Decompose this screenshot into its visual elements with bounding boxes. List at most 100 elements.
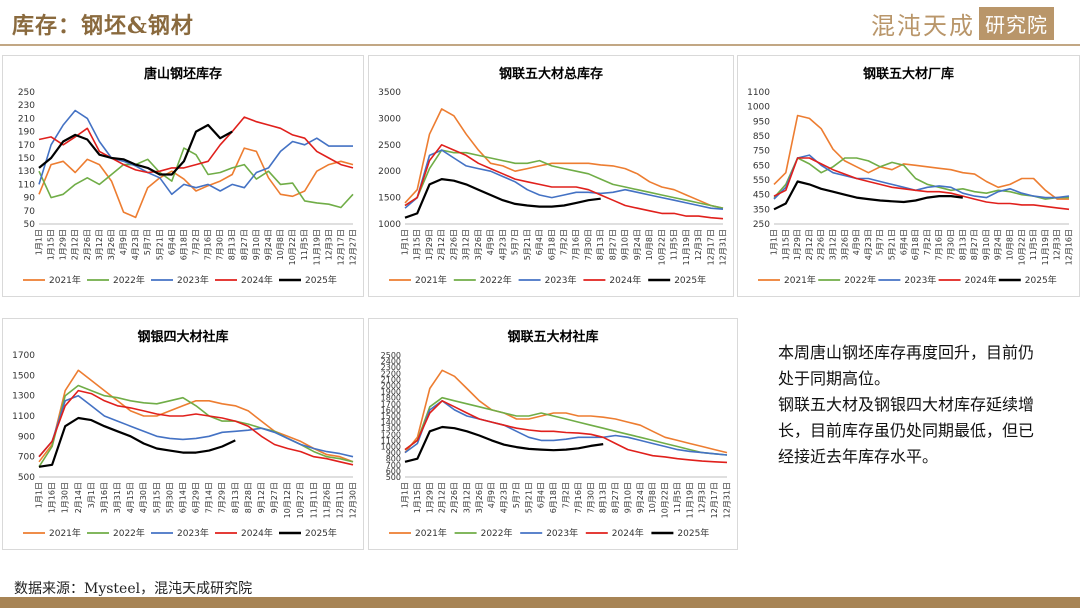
series-line bbox=[38, 123, 233, 176]
y-tick-label: 1700 bbox=[381, 400, 401, 409]
x-tick-label: 6月18日 bbox=[179, 229, 188, 260]
y-tick-label: 750 bbox=[753, 147, 770, 157]
x-tick-label: 7月30日 bbox=[947, 229, 956, 260]
y-tick-label: 1600 bbox=[381, 406, 401, 415]
x-tick-label: 7月2日 bbox=[923, 229, 932, 255]
x-tick-label: 1月1日 bbox=[401, 482, 410, 508]
x-tick-label: 7月2日 bbox=[560, 229, 569, 255]
x-tick-label: 1月1日 bbox=[35, 229, 44, 255]
x-tick-label: 4月23日 bbox=[131, 229, 140, 260]
x-tick-label: 4月23日 bbox=[864, 229, 873, 260]
x-tick-label: 10月8日 bbox=[648, 482, 657, 513]
y-tick-label: 1000 bbox=[747, 103, 770, 113]
x-tick-label: 10月12日 bbox=[283, 482, 292, 518]
x-tick-label: 4月23日 bbox=[500, 482, 509, 513]
legend-label: 2025年 bbox=[305, 274, 337, 286]
x-tick-label: 7月16日 bbox=[574, 482, 583, 513]
x-tick-label: 9月24日 bbox=[994, 229, 1003, 260]
y-tick-label: 1000 bbox=[378, 220, 401, 230]
chart-svg: 钢联五大材厂库 250 350 450 550 650 750 850 950 1000 1100 1… bbox=[747, 66, 1073, 286]
y-tick-label: 850 bbox=[753, 132, 770, 142]
x-tick-label: 2月12日 bbox=[437, 229, 446, 260]
header-divider bbox=[0, 44, 1080, 46]
legend-label: 2022年 bbox=[480, 274, 512, 286]
x-tick-label: 11月19日 bbox=[312, 229, 321, 265]
y-tick-label: 1100 bbox=[747, 88, 770, 98]
x-tick-label: 7月16日 bbox=[572, 229, 581, 260]
series-line bbox=[404, 396, 728, 456]
x-tick-label: 1月15日 bbox=[413, 229, 422, 260]
x-tick-label: 12月17日 bbox=[336, 229, 345, 265]
x-tick-label: 1月1日 bbox=[401, 229, 410, 255]
x-tick-label: 7月16日 bbox=[935, 229, 944, 260]
x-tick-label: 3月31日 bbox=[113, 482, 122, 513]
footer-bar bbox=[0, 597, 1080, 608]
legend-label: 2024年 bbox=[609, 274, 641, 286]
brand-logo: 混沌天成 研究院 bbox=[871, 6, 1054, 40]
legend-label: 2021年 bbox=[784, 274, 816, 286]
legend-label: 2023年 bbox=[177, 527, 209, 539]
x-tick-label: 2月26日 bbox=[450, 482, 459, 513]
series-line bbox=[404, 178, 601, 219]
y-tick-label: 3000 bbox=[378, 114, 401, 124]
x-tick-label: 5月7日 bbox=[876, 229, 885, 255]
x-tick-label: 5月15日 bbox=[152, 482, 161, 513]
x-tick-label: 7月29日 bbox=[218, 482, 227, 513]
series-line bbox=[404, 108, 724, 209]
legend-label: 2022年 bbox=[113, 527, 145, 539]
legend-label: 2025年 bbox=[305, 527, 337, 539]
y-tick-label: 500 bbox=[386, 473, 401, 482]
y-tick-label: 250 bbox=[753, 220, 770, 230]
y-tick-label: 2100 bbox=[381, 375, 401, 384]
series-line bbox=[773, 114, 1069, 200]
x-tick-label: 10月8日 bbox=[645, 229, 654, 260]
y-tick-label: 170 bbox=[18, 141, 35, 151]
series-line bbox=[38, 147, 354, 219]
chart-svg: 唐山钢坯库存 50 70 90 110 130 150 170 190 210 230 250 1月1日… bbox=[18, 66, 358, 286]
x-tick-label: 6月4日 bbox=[899, 229, 908, 255]
series-line bbox=[404, 400, 728, 456]
legend-label: 2023年 bbox=[545, 274, 577, 286]
x-tick-label: 5月21日 bbox=[523, 229, 532, 260]
y-tick-label: 1900 bbox=[381, 388, 401, 397]
x-tick-label: 8月27日 bbox=[970, 229, 979, 260]
x-tick-label: 12月17日 bbox=[710, 482, 719, 518]
x-tick-label: 4月30日 bbox=[139, 482, 148, 513]
x-tick-label: 7月30日 bbox=[216, 229, 225, 260]
x-tick-label: 11月5日 bbox=[670, 229, 679, 260]
x-tick-label: 4月23日 bbox=[498, 229, 507, 260]
x-tick-label: 9月10日 bbox=[982, 229, 991, 260]
x-tick-label: 6月4日 bbox=[537, 482, 546, 508]
y-tick-label: 1000 bbox=[381, 443, 401, 452]
y-tick-label: 600 bbox=[386, 467, 401, 476]
legend-label: 2022年 bbox=[844, 274, 876, 286]
x-tick-label: 9月24日 bbox=[633, 229, 642, 260]
legend-label: 2021年 bbox=[49, 527, 81, 539]
x-tick-label: 1月15日 bbox=[413, 482, 422, 513]
legend-label: 2024年 bbox=[241, 274, 273, 286]
x-tick-label: 5月21日 bbox=[155, 229, 164, 260]
x-tick-label: 6月18日 bbox=[911, 229, 920, 260]
x-tick-label: 1月29日 bbox=[425, 229, 434, 260]
y-tick-label: 150 bbox=[18, 154, 35, 164]
commentary-paragraph: 本周唐山钢坯库存再度回升，目前仍处于同期高位。 bbox=[778, 343, 1035, 388]
series-line bbox=[404, 144, 724, 220]
y-tick-label: 250 bbox=[18, 88, 35, 98]
y-tick-label: 2400 bbox=[381, 357, 401, 366]
series-line bbox=[404, 149, 724, 210]
y-tick-label: 900 bbox=[386, 449, 401, 458]
x-tick-label: 1月15日 bbox=[47, 229, 56, 260]
x-tick-label: 8月27日 bbox=[608, 229, 617, 260]
x-tick-label: 9月27日 bbox=[270, 482, 279, 513]
x-tick-label: 8月28日 bbox=[244, 482, 253, 513]
y-tick-label: 2000 bbox=[381, 382, 401, 391]
x-tick-label: 10月22日 bbox=[657, 229, 666, 265]
series-line bbox=[38, 369, 354, 463]
series-line bbox=[38, 116, 354, 174]
x-tick-label: 2月12日 bbox=[71, 229, 80, 260]
x-tick-label: 5月21日 bbox=[524, 482, 533, 513]
x-tick-label: 3月12日 bbox=[462, 482, 471, 513]
x-tick-label: 4月9日 bbox=[852, 229, 861, 255]
legend-label: 2021年 bbox=[415, 527, 447, 539]
x-tick-label: 10月22日 bbox=[288, 229, 297, 265]
